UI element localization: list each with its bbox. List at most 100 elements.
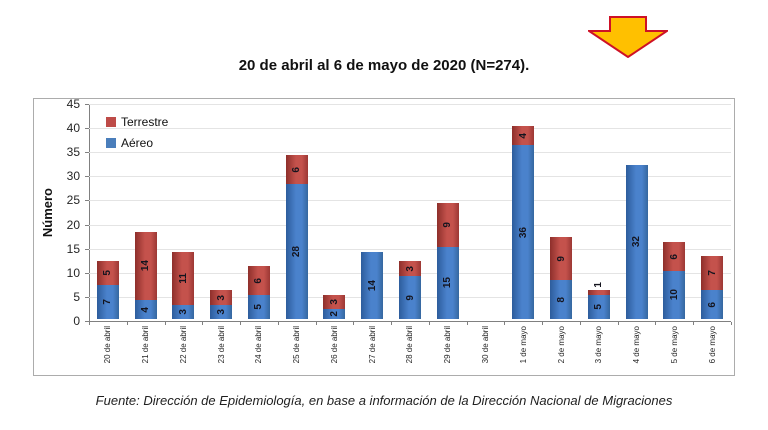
x-axis-label: 1 de mayo — [518, 326, 528, 364]
bar-group: 6 28 — [285, 155, 308, 319]
bar-segment-terrestre: 3 — [323, 294, 346, 310]
bar-segment-aereo: 28 — [285, 183, 308, 319]
bar-segment-terrestre: 9 — [436, 203, 459, 247]
gridline — [89, 152, 731, 154]
x-axis-label: 29 de abril — [443, 326, 453, 364]
y-axis-tick-label: 5 — [73, 289, 80, 304]
x-axis-label: 2 de mayo — [556, 326, 566, 364]
x-axis-tick-mark — [579, 322, 581, 325]
x-axis-label: 22 de abril — [178, 326, 188, 364]
bar-value-label: 8 — [555, 296, 567, 303]
x-axis-tick-mark — [353, 322, 355, 325]
bar-segment-terrestre: 3 — [210, 290, 233, 305]
bar-value-label: 3 — [215, 294, 227, 301]
x-axis-tick-mark — [89, 322, 90, 325]
bar-value-label: 5 — [593, 304, 605, 310]
bar-segment-terrestre: 5 — [96, 261, 119, 286]
source-note: Fuente: Dirección de Epidemiología, en b… — [95, 393, 673, 408]
x-axis-label: 5 de mayo — [669, 326, 679, 364]
gridline — [89, 176, 731, 178]
gridline — [89, 224, 731, 226]
x-axis-tick-mark — [428, 322, 430, 325]
page-title: 20 de abril al 6 de mayo de 2020 (N=274)… — [238, 57, 530, 74]
bar-value-label: 14 — [140, 260, 152, 272]
y-axis-tick-mark — [85, 272, 89, 274]
bar-value-label: 36 — [517, 226, 529, 238]
y-axis-tick-label: 45 — [66, 97, 80, 111]
x-axis-tick-mark — [126, 322, 128, 325]
bar-value-label: 28 — [291, 245, 303, 258]
x-axis-tick-mark — [240, 322, 242, 325]
x-axis-label: 21 de abril — [141, 326, 151, 364]
y-axis-tick-mark — [85, 224, 89, 226]
x-axis-tick-mark — [466, 322, 468, 325]
y-axis-tick-mark — [85, 152, 89, 154]
y-axis-tick-mark — [85, 248, 89, 250]
bar-value-label: 14 — [366, 279, 378, 291]
bar-value-label: 7 — [102, 299, 114, 305]
bar-group: 4 36 — [512, 126, 535, 319]
bar-segment-aereo: 9 — [399, 275, 421, 319]
bar-segment-aereo: 36 — [512, 145, 535, 319]
bar-value-label: 6 — [291, 166, 303, 173]
gridline — [89, 248, 731, 250]
x-axis-label: 24 de abril — [254, 326, 264, 364]
legend: Terrestre Aéreo — [106, 115, 168, 157]
bar-segment-aereo: 3 — [210, 304, 233, 319]
bar-group: 32 — [625, 164, 648, 319]
x-axis-tick-mark — [277, 322, 279, 325]
x-axis-tick-mark — [504, 322, 506, 325]
y-axis-tick-mark — [85, 321, 89, 322]
bar-segment-aereo: 10 — [663, 270, 686, 319]
bar-segment-aereo: 32 — [625, 164, 648, 319]
x-axis-label: 20 de abril — [103, 326, 113, 364]
bar-segment-terrestre: 7 — [701, 256, 724, 291]
bar-group: 5 — [587, 290, 610, 319]
x-axis-tick-mark — [655, 322, 657, 325]
bar-value-label: 4 — [140, 306, 152, 313]
gridline — [89, 104, 731, 105]
legend-label-terrestre: Terrestre — [121, 115, 169, 129]
bar-value-label: 9 — [555, 255, 567, 262]
chart-panel: Número 0 5 10 15 20 25 30 35 40 45 5 7 14 4 11 3 3 3 6 5 6 2… — [33, 97, 735, 376]
y-axis-tick-label: 0 — [73, 314, 80, 328]
bar-segment-aereo: 14 — [361, 251, 384, 319]
bar-value-label: 9 — [404, 294, 416, 301]
bar-segment-terrestre: 14 — [134, 232, 157, 300]
bar-value-label: 4 — [517, 132, 529, 139]
bar-group: 9 15 — [436, 203, 459, 319]
y-axis-line — [89, 104, 90, 322]
legend-item-aereo: Aéreo — [106, 136, 168, 150]
x-axis-label: 4 de mayo — [632, 326, 642, 364]
down-arrow-icon — [585, 16, 671, 63]
bar-value-label: 9 — [442, 222, 454, 228]
bar-group: 11 3 — [172, 251, 195, 320]
bar-segment-terrestre: 6 — [285, 155, 308, 184]
legend-item-terrestre: Terrestre — [106, 115, 168, 129]
bar-segment-aereo: 6 — [701, 290, 724, 319]
x-axis-line — [89, 321, 731, 322]
bar-value-label: 6 — [668, 253, 680, 260]
x-axis-label: 25 de abril — [292, 326, 302, 364]
bar-segment-terrestre — [587, 290, 610, 295]
x-axis-label: 3 de mayo — [594, 326, 604, 364]
legend-swatch-terrestre — [106, 117, 116, 127]
y-axis-title: Número — [38, 104, 56, 321]
x-axis-tick-mark — [202, 322, 204, 325]
bar-segment-terrestre: 9 — [550, 237, 573, 281]
y-axis-tick-mark — [85, 128, 89, 130]
y-axis-tick-mark — [85, 200, 89, 202]
x-axis-label: 27 de abril — [367, 326, 377, 364]
bar-segment-aereo: 4 — [134, 299, 157, 319]
x-axis-tick-mark — [617, 322, 619, 325]
bar-segment-terrestre: 3 — [399, 261, 421, 276]
bar-value-label: 3 — [177, 308, 189, 315]
bar-value-label: 6 — [706, 301, 718, 308]
bar-group: 14 4 — [134, 232, 157, 319]
